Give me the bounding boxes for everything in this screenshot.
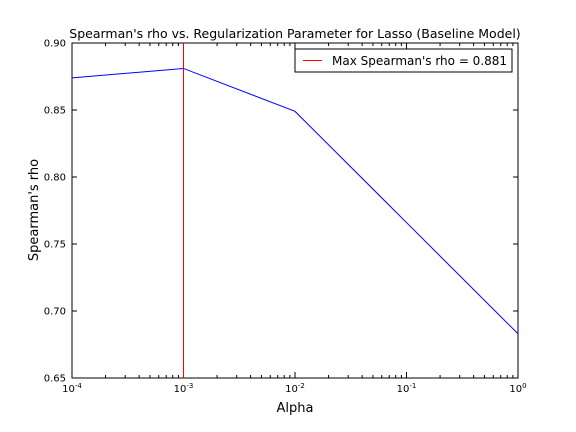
y-tick-label: 0.85 — [44, 106, 66, 117]
x-tick-label: 10-1 — [397, 382, 417, 395]
y-axis-label: Spearman's rho — [27, 159, 42, 261]
x-tick-label: 10-4 — [62, 382, 82, 395]
x-tick-label-base: 10 — [509, 384, 522, 395]
x-tick-label: 100 — [509, 382, 526, 395]
plot-frame — [71, 42, 519, 379]
y-tick-label: 0.80 — [44, 173, 66, 184]
y-tick-label: 0.70 — [44, 307, 66, 318]
x-tick-label-base: 10 — [174, 384, 187, 395]
x-tick-label: 10-3 — [174, 382, 194, 395]
x-tick-label-exponent: -1 — [409, 382, 416, 390]
legend: Max Spearman's rho = 0.881 — [294, 48, 513, 73]
plot-area: 0.650.700.750.800.850.90 10-4 10-3 10-2 10-… — [44, 39, 527, 396]
chart-title: Spearman's rho vs. Regularization Parame… — [69, 26, 520, 41]
legend-box — [294, 48, 513, 73]
x-tick-label-exponent: -4 — [75, 382, 83, 390]
x-tick-label-exponent: -2 — [298, 382, 305, 390]
x-tick-label: 10-2 — [285, 382, 305, 395]
x-tick-label-exponent: -3 — [186, 382, 193, 390]
y-axis-ticks: 0.65 0.70 0.75 0.80 0.85 0.90 — [44, 39, 518, 385]
y-tick-label: 0.65 — [44, 374, 66, 385]
y-tick-label: 0.75 — [44, 240, 66, 251]
x-axis-ticks: 10-4 10-3 10-2 10-1 100 — [62, 43, 527, 395]
legend-label-max-spearman: Max Spearman's rho = 0.881 — [332, 54, 507, 68]
x-tick-label-base: 10 — [62, 384, 75, 395]
x-tick-label-base: 10 — [397, 384, 410, 395]
y-tick-label: 0.90 — [44, 39, 66, 50]
x-axis-label: Alpha — [277, 401, 314, 416]
series-layer — [71, 43, 519, 378]
x-tick-label-base: 10 — [285, 384, 298, 395]
x-tick-label-exponent: 0 — [522, 382, 526, 390]
